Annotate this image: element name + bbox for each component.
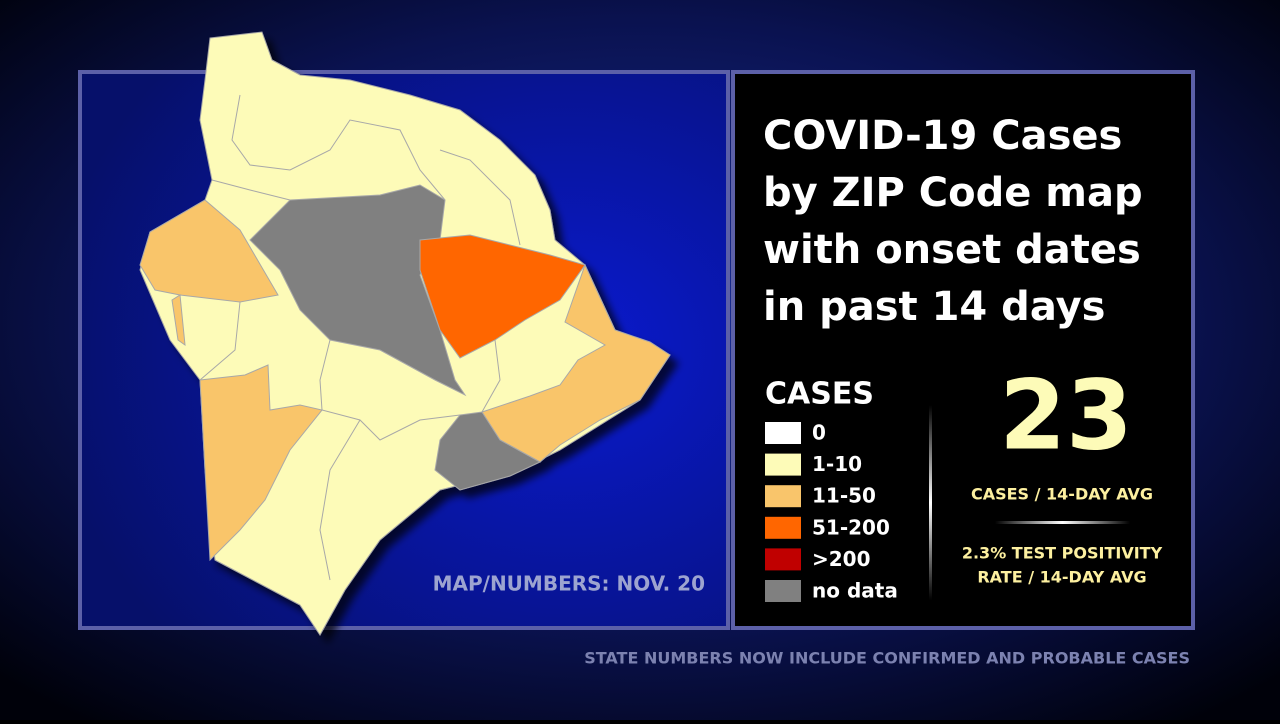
title-line: by ZIP Code map: [763, 170, 1143, 216]
zip-region: [419, 234, 586, 359]
legend-label: 51-200: [812, 515, 890, 539]
divider: [995, 521, 1130, 524]
legend-swatch: [765, 580, 801, 602]
zip-boundary: [199, 301, 241, 381]
legend-swatch: [765, 453, 801, 476]
legend-title: CASES: [765, 377, 874, 412]
case-caption: CASES / 14-DAY AVG: [971, 485, 1153, 504]
legend-swatch: [765, 548, 801, 571]
legend-swatch: [765, 485, 801, 508]
divider: [929, 405, 932, 600]
legend-label: no data: [812, 579, 898, 603]
footer: STATE NUMBERS NOW INCLUDE CONFIRMED AND …: [584, 649, 1190, 668]
zip-boundary: [481, 339, 501, 413]
zip-boundary: [211, 179, 291, 201]
zip-boundary: [439, 149, 521, 246]
legend-label: 0: [812, 421, 826, 445]
case-average: 23: [999, 359, 1133, 471]
legend-label: >200: [812, 547, 871, 571]
info-panel: [731, 70, 1195, 630]
title: COVID-19 Cases by ZIP Code map with onset …: [763, 113, 1143, 330]
zip-region: [249, 184, 467, 397]
positivity-line: 2.3% TEST POSITIVITY: [962, 544, 1163, 563]
map-date: MAP/NUMBERS: NOV. 20: [433, 572, 705, 596]
title-line: COVID-19 Cases: [763, 113, 1122, 159]
island-map: [139, 31, 671, 636]
title-line: in past 14 days: [763, 284, 1105, 330]
legend: 0 1-10 11-50 51-200 >200 no data: [765, 421, 898, 603]
legend-label: 1-10: [812, 452, 862, 476]
zip-region: [434, 411, 542, 491]
legend-label: 11-50: [812, 484, 876, 508]
positivity-line: RATE / 14-DAY AVG: [977, 568, 1146, 587]
zip-boundary: [319, 419, 361, 581]
zip-region: [171, 294, 186, 347]
zip-boundary: [231, 94, 446, 201]
legend-swatch: [765, 516, 801, 539]
title-line: with onset dates: [763, 227, 1141, 273]
legend-swatch: [765, 422, 801, 444]
zip-region: [199, 364, 323, 562]
positivity: 2.3% TEST POSITIVITY RATE / 14-DAY AVG: [962, 544, 1163, 587]
